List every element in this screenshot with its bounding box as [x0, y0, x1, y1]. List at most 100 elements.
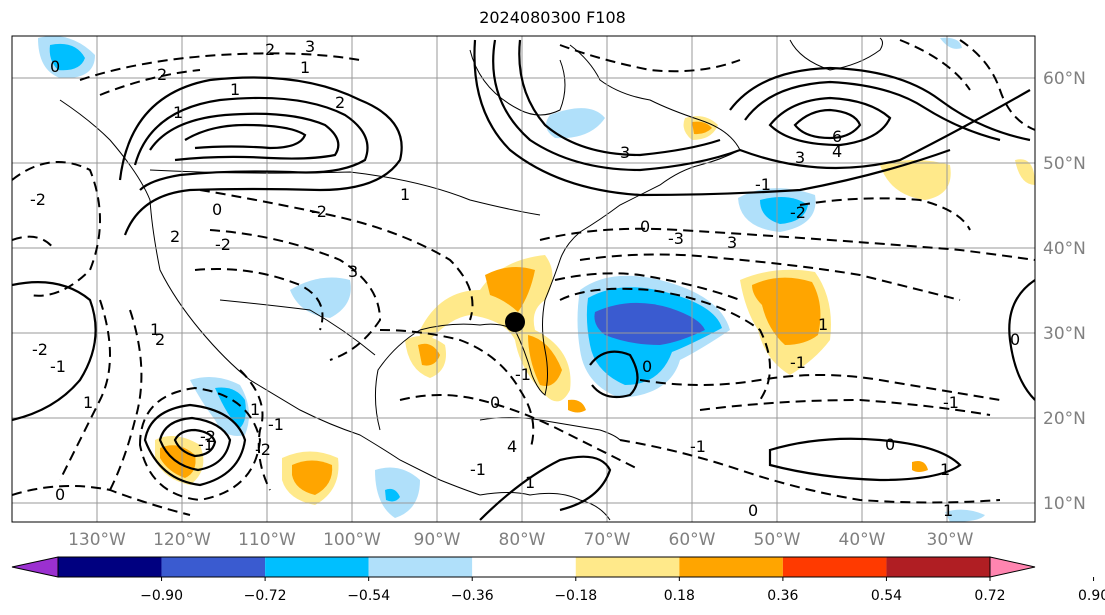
dashed-contour-west-2 — [12, 235, 56, 251]
colorbar-frame — [57, 556, 991, 578]
pos-anomaly-north-atlantic — [880, 160, 951, 200]
neg-anomaly-atlantic-north-core — [760, 196, 808, 224]
contour-label: 0 — [640, 217, 650, 236]
colorbar-tick-label: 0.18 — [664, 588, 695, 604]
dashed-contour-north-atlantic — [799, 197, 971, 231]
neg-anomaly-labrador — [546, 108, 605, 139]
dashed-contour-plains-2 — [209, 229, 382, 361]
lon-label: 80°W — [499, 530, 546, 550]
dashed-contour-plains-3 — [194, 268, 324, 331]
contour-label: 3 — [348, 262, 358, 281]
contour-label: 0 — [212, 200, 222, 219]
coast-hudson-bay — [469, 49, 566, 116]
coast-gulf-of-mexico — [374, 323, 516, 431]
colorbar-tick-label: 0.72 — [974, 588, 1005, 604]
contour-label: 2 — [157, 65, 167, 84]
contour-label: 2 — [265, 40, 275, 59]
solid-contour-pacific-low-1 — [143, 403, 247, 487]
contour-label: 2 — [170, 227, 180, 246]
solid-contour-west-edge — [12, 281, 97, 422]
coast-greenland — [789, 37, 883, 71]
border-us-mexico — [219, 299, 376, 356]
solid-contour-pacific-low-2 — [158, 416, 232, 472]
contour-label: -1 — [755, 175, 771, 194]
colorbar-segment — [58, 557, 162, 577]
colorbar-tick-label: 0.36 — [767, 588, 798, 604]
contour-label: 1 — [83, 393, 93, 412]
colorbar-segment — [679, 557, 783, 577]
lon-label: 60°W — [669, 530, 716, 550]
coast-canada-east — [569, 44, 741, 151]
contour-label: -1 — [690, 437, 706, 456]
colorbar-extend-high — [989, 556, 1036, 578]
coast-us-east — [544, 149, 741, 301]
solid-contour-tropical-atlantic — [589, 350, 639, 399]
contour-label: -2 — [790, 203, 806, 222]
colorbar-segment — [368, 557, 473, 577]
contour-label: 2 — [155, 330, 165, 349]
solid-contour-trough-east-2 — [518, 39, 721, 157]
pos-anomaly-florida-core — [528, 335, 562, 386]
colorbar-tick-label: −0.18 — [554, 588, 597, 604]
dashed-contour-mexico — [239, 369, 271, 491]
contour-label: 1 — [230, 80, 240, 99]
colorbar-segment — [472, 557, 576, 577]
solid-contour-atlantic-high-4 — [793, 108, 862, 140]
solid-contour-atlantic-high-3 — [768, 96, 892, 147]
contour-label: 0 — [50, 57, 60, 76]
dashed-contour-west-1 — [12, 161, 101, 297]
colorbar — [11, 556, 1036, 578]
solid-contour-nw-high-4 — [184, 123, 307, 150]
longitude-labels: 130°W 120°W 110°W 100°W 90°W 80°W 70°W 6… — [68, 530, 974, 550]
contour-label: 0 — [490, 393, 500, 412]
coast-florida — [514, 299, 548, 396]
contour-label: -1 — [198, 435, 214, 454]
solid-contour-trough-east-3 — [473, 39, 951, 197]
contour-label: -1 — [943, 393, 959, 412]
colorbar-segment — [782, 557, 887, 577]
neg-anomaly-south-atlantic — [945, 509, 985, 522]
colorbar-segment — [886, 557, 990, 577]
contour-label: -2 — [215, 235, 231, 254]
contour-label: 1 — [525, 473, 535, 492]
dashed-contour-pacific-ring — [138, 386, 262, 502]
contour-label: 1 — [943, 501, 953, 520]
colorbar-segment — [161, 557, 266, 577]
contour-label: 1 — [400, 185, 410, 204]
colorbar-tick-label: −0.90 — [140, 588, 183, 604]
lon-label: 110°W — [238, 530, 296, 550]
contour-label: 1 — [173, 103, 183, 122]
dashed-contour-atlantic-3 — [554, 272, 741, 301]
colorbar-labels: −0.90 −0.72 −0.54 −0.36 −0.18 0.18 0.36 0.54 0.7… — [140, 577, 1105, 604]
contour-label: 1 — [818, 315, 828, 334]
dashed-contours — [12, 39, 1035, 516]
dashed-contour-atlantic-4 — [559, 287, 771, 401]
contour-label: 4 — [507, 437, 517, 456]
pos-anomaly-central-atlantic-core — [752, 277, 821, 345]
lat-label: 30°N — [1043, 324, 1086, 344]
contour-label: 0 — [1010, 330, 1020, 349]
lat-label: 40°N — [1043, 239, 1086, 259]
contour-label: 0 — [55, 485, 65, 504]
storm-center-marker — [505, 312, 525, 332]
dashed-contour-plains-1 — [199, 189, 474, 321]
pos-anomaly-newfoundland-core — [692, 121, 712, 135]
solid-contour-atlantic-high-2 — [744, 80, 1001, 142]
lat-label: 20°N — [1043, 409, 1086, 429]
latitude-labels: 60°N 50°N 40°N 30°N 20°N 10°N — [1043, 69, 1086, 514]
lon-label: 130°W — [68, 530, 126, 550]
contour-label: 0 — [885, 435, 895, 454]
colorbar-tick-label: −0.36 — [451, 588, 494, 604]
lon-label: 70°W — [584, 530, 631, 550]
solid-contour-nw-high-1 — [118, 76, 403, 236]
neg-anomaly-atlantic-main-core — [594, 302, 705, 345]
lon-label: 50°W — [754, 530, 801, 550]
map-frame — [11, 35, 1036, 523]
contour-label: 1 — [300, 58, 310, 77]
neg-anomaly-northeast — [940, 37, 962, 49]
dashed-contour-nw-1 — [79, 52, 361, 81]
contour-label: -1 — [790, 353, 806, 372]
coast-south-america — [479, 492, 611, 521]
pos-anomaly-southern-mexico-core — [292, 460, 333, 495]
